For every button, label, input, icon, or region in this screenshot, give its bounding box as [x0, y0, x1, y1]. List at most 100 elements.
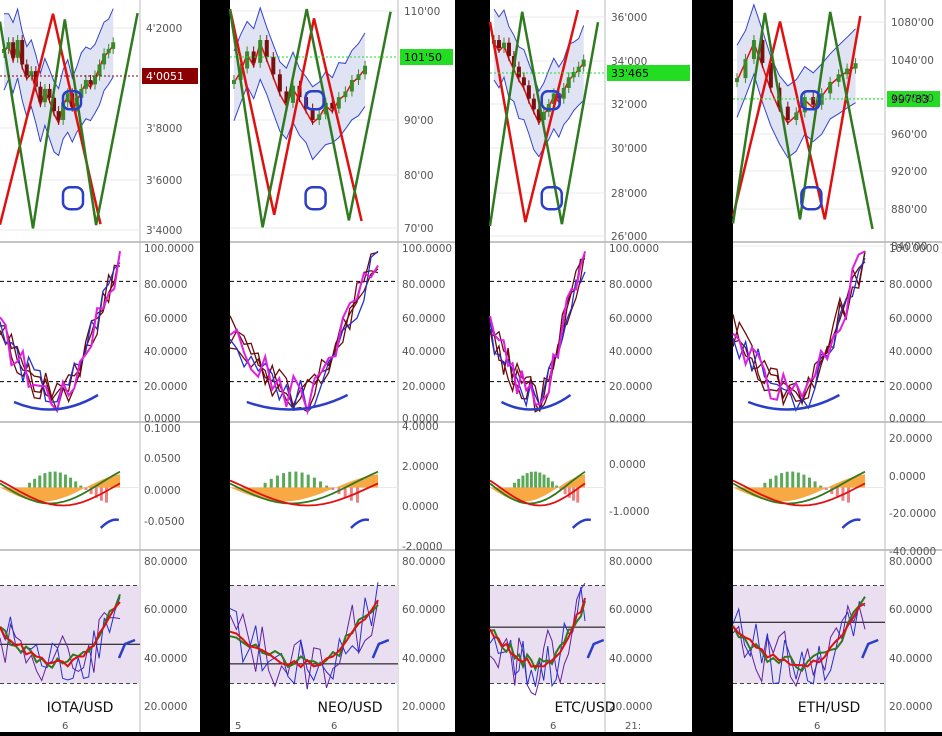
- macd-histogram-bar: [294, 471, 298, 488]
- candle-body: [271, 57, 276, 75]
- rsi-tick-label: 60.0000: [402, 604, 445, 616]
- rsi-tick-label: 20.0000: [609, 701, 652, 713]
- macd-signal-line: [229, 479, 379, 507]
- macd-histogram-bar: [542, 474, 546, 488]
- macd-tick-label: -20.0000: [889, 508, 936, 520]
- price-tick-label: 80'00: [404, 170, 434, 182]
- candle-body: [343, 91, 348, 98]
- bollinger-lower: [736, 72, 856, 159]
- rsi-tick-label: 20.0000: [889, 701, 932, 713]
- macd-histogram-bar: [785, 471, 789, 488]
- zigzag-line: [0, 12, 139, 229]
- price-tick-label: 1000'00: [891, 93, 934, 105]
- price-tick-label: 3'4000: [146, 225, 182, 237]
- stoch-tick-label: 0.0000: [402, 413, 439, 425]
- macd-histogram-bar: [300, 472, 304, 488]
- macd-histogram-bar: [79, 485, 83, 488]
- price-tick-label: 4'2000: [146, 23, 182, 35]
- macd-histogram-bar: [780, 473, 784, 488]
- candle-body: [536, 109, 541, 120]
- rsi-line: [229, 582, 379, 685]
- macd-tick-label: -40.0000: [889, 546, 936, 558]
- x-tick-label: 21:: [625, 721, 641, 732]
- zigzag-line: [228, 8, 392, 228]
- macd-histogram-bar: [94, 487, 98, 498]
- rsi-tick-label: 80.0000: [609, 556, 652, 568]
- candle-body: [24, 64, 29, 76]
- candle-body: [845, 68, 850, 75]
- annotation-circle: [540, 185, 563, 211]
- price-tick-label: 26'000: [611, 231, 647, 243]
- macd-histogram-bar: [84, 487, 88, 490]
- candle-body: [561, 88, 566, 99]
- x-tick-label: 6: [550, 721, 556, 732]
- rsi-tick-label: 20.0000: [402, 701, 445, 713]
- annotation-circle: [800, 185, 823, 211]
- annotation-circle: [61, 185, 85, 211]
- annotation-arrow: [350, 518, 370, 529]
- macd-histogram-bar: [791, 471, 795, 488]
- rsi-line: [229, 599, 379, 669]
- candle-body: [106, 48, 111, 54]
- annotation-arrow: [246, 393, 349, 411]
- macd-histogram-bar: [356, 487, 359, 503]
- stoch-tick-label: 60.0000: [609, 313, 652, 325]
- macd-tick-label: 0.0000: [609, 459, 646, 471]
- candle-body: [531, 98, 536, 110]
- price-tick-label: 30'000: [611, 143, 647, 155]
- candle-body: [232, 80, 236, 84]
- macd-histogram-bar: [58, 472, 62, 488]
- price-tick-label: 960'00: [891, 129, 927, 141]
- last-price-tag: [142, 68, 198, 84]
- macd-line: [732, 470, 866, 505]
- stochastic-line: [489, 258, 586, 413]
- price-tick-label: 3'6000: [146, 175, 182, 187]
- candle-body: [794, 112, 799, 120]
- macd-histogram-bar: [534, 471, 538, 488]
- stoch-tick-label: 40.0000: [144, 346, 187, 358]
- candle-body: [768, 62, 773, 88]
- macd-histogram-bar: [807, 477, 811, 488]
- candle-body: [349, 80, 354, 92]
- rsi-tick-label: 60.0000: [144, 604, 187, 616]
- price-tick-label: 34'000: [611, 56, 647, 68]
- stochastic-line: [0, 251, 121, 413]
- macd-tick-label: 4.0000: [402, 421, 439, 433]
- stochastic-line: [732, 257, 866, 413]
- price-tick-label: 36'000: [611, 12, 647, 24]
- bollinger-upper: [233, 6, 366, 88]
- stoch-tick-label: 20.0000: [889, 381, 932, 393]
- candle-body: [811, 97, 816, 105]
- last-price-label: 33'465: [611, 67, 649, 80]
- macd-signal-line: [489, 479, 586, 507]
- candle-body: [785, 106, 790, 120]
- macd-histogram-bar: [550, 481, 554, 488]
- macd-tick-label: 2.0000: [402, 461, 439, 473]
- candle-body: [496, 40, 501, 48]
- stoch-tick-label: 40.0000: [609, 346, 652, 358]
- rsi-tick-label: 40.0000: [402, 653, 445, 665]
- macd-histogram-bar: [576, 487, 580, 503]
- candle-body: [336, 97, 341, 109]
- annotation-arrow: [841, 518, 861, 529]
- candle-body: [264, 40, 269, 58]
- stoch-tick-label: 100.0000: [609, 243, 659, 255]
- last-price-tag: [887, 91, 940, 107]
- candle-body: [760, 40, 765, 63]
- macd-histogram-bar: [28, 482, 31, 488]
- stoch-tick-label: 0.0000: [609, 413, 646, 425]
- candle-body: [61, 102, 66, 120]
- last-price-tag: [607, 65, 690, 81]
- stoch-tick-label: 100.0000: [889, 243, 939, 255]
- candle-body: [258, 40, 263, 63]
- rsi-tick-label: 80.0000: [402, 556, 445, 568]
- macd-histogram-bar: [819, 485, 823, 488]
- last-price-label: 4'0051: [146, 70, 184, 83]
- chart-title: IOTA/USD: [47, 700, 114, 716]
- chart-column-3: 33'465 36'000 34'000 32'000 30'000 28'000 26'0…: [488, 0, 692, 732]
- macd-histogram-bar: [282, 473, 286, 488]
- macd-tick-label: 0.1000: [144, 423, 181, 435]
- candle-body: [836, 74, 841, 82]
- stoch-tick-label: 40.0000: [889, 346, 932, 358]
- macd-signal-line: [732, 479, 866, 507]
